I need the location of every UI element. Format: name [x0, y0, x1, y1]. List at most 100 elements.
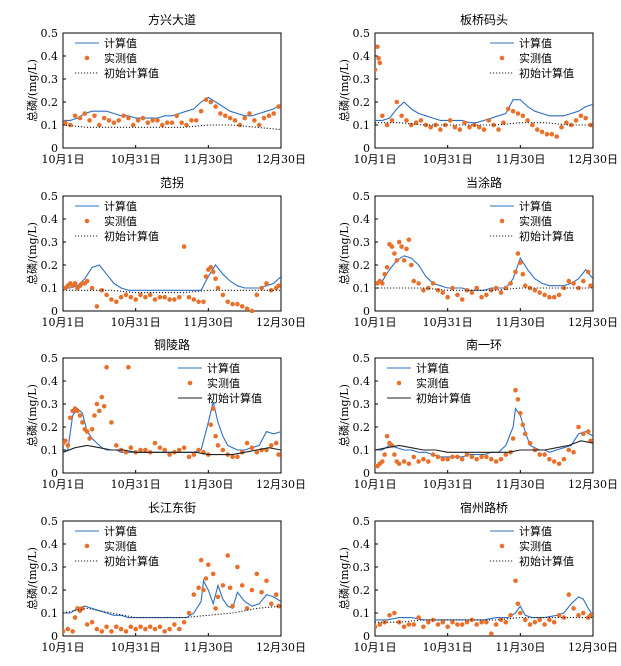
- initial-line: [63, 289, 281, 294]
- plot-frame: [374, 520, 594, 637]
- y-axis-label: 总磷/(mg/L): [337, 222, 351, 285]
- observed-point: [118, 294, 124, 300]
- observed-point: [551, 619, 557, 625]
- observed-point: [177, 294, 182, 300]
- observed-point: [220, 447, 226, 453]
- observed-point: [380, 459, 385, 464]
- observed-point: [508, 613, 513, 618]
- x-tick-label: 10月31日: [111, 478, 161, 491]
- observed-point: [450, 454, 455, 460]
- y-tick-label: 0.1: [41, 282, 59, 295]
- y-axis-label: 总磷/(mg/L): [25, 547, 39, 610]
- observed-point: [479, 454, 484, 460]
- observed-point: [549, 131, 555, 137]
- x-tick-label: 10月31日: [111, 641, 161, 654]
- observed-point: [476, 125, 482, 130]
- plot-area: [63, 364, 281, 460]
- observed-point: [542, 292, 547, 298]
- observed-point: [126, 364, 131, 370]
- legend-label: 实测值: [104, 539, 137, 553]
- observed-point: [65, 443, 71, 448]
- legend-label: 实测值: [207, 376, 240, 390]
- observed-point: [503, 619, 509, 625]
- computed-line: [63, 264, 281, 291]
- observed-point: [581, 610, 586, 616]
- observed-point: [498, 290, 504, 295]
- initial-line: [375, 122, 593, 126]
- observed-point: [123, 292, 129, 298]
- y-tick-label: 0.3: [353, 236, 371, 249]
- observed-point: [70, 629, 75, 634]
- observed-point: [266, 113, 272, 119]
- observed-point: [276, 104, 281, 109]
- observed-point: [157, 294, 163, 300]
- observed-point: [568, 122, 574, 128]
- observed-point: [481, 127, 487, 132]
- observed-point: [208, 99, 214, 105]
- observed-point: [162, 629, 167, 634]
- observed-point: [377, 60, 383, 66]
- y-tick-label: 0.1: [353, 444, 371, 457]
- y-tick-label: 0.3: [41, 73, 59, 86]
- x-tick-label: 10月31日: [423, 316, 473, 329]
- observed-point: [513, 269, 518, 275]
- observed-point: [147, 624, 153, 630]
- observed-point: [177, 626, 182, 632]
- observed-point: [513, 578, 518, 584]
- observed-point: [126, 115, 131, 121]
- observed-point: [556, 461, 562, 467]
- observed-point: [152, 626, 158, 632]
- y-tick-label: 0.1: [353, 119, 371, 132]
- observed-point: [230, 454, 235, 460]
- y-tick-label: 0.3: [353, 73, 371, 86]
- observed-point: [237, 122, 243, 128]
- observed-point: [532, 288, 538, 293]
- observed-point: [232, 118, 238, 123]
- observed-point: [445, 456, 451, 462]
- legend-label: 初始计算值: [104, 229, 159, 243]
- x-tick-label: 11月30日: [183, 316, 233, 329]
- observed-point: [223, 113, 228, 119]
- observed-point: [510, 436, 516, 441]
- observed-point: [430, 281, 436, 286]
- observed-point: [210, 269, 216, 275]
- observed-point: [474, 622, 480, 627]
- observed-point: [92, 413, 97, 418]
- observed-point: [401, 624, 407, 630]
- observed-point: [404, 246, 409, 252]
- observed-point: [273, 440, 279, 446]
- observed-point: [104, 292, 109, 298]
- observed-point: [435, 622, 441, 627]
- observed-point: [143, 626, 148, 632]
- observed-point: [106, 118, 112, 123]
- observed-point: [252, 118, 257, 123]
- y-tick-label: 0.4: [41, 50, 59, 63]
- x-tick-label: 10月1日: [354, 316, 397, 329]
- observed-point: [462, 120, 467, 125]
- observed-point: [464, 288, 470, 293]
- observed-point: [515, 251, 521, 256]
- y-tick-label: 0: [363, 305, 370, 318]
- observed-point: [542, 452, 547, 457]
- plot-frame: [62, 32, 282, 149]
- observed-point: [97, 408, 102, 414]
- observed-point: [445, 294, 451, 300]
- observed-point: [189, 118, 194, 123]
- observed-point: [376, 56, 381, 61]
- observed-point: [213, 606, 218, 611]
- legend-label: 计算值: [104, 199, 137, 213]
- observed-point: [269, 288, 274, 293]
- observed-point: [213, 276, 218, 282]
- observed-point: [464, 452, 470, 457]
- observed-point: [566, 447, 572, 453]
- computed-line: [375, 255, 593, 291]
- observed-point: [133, 626, 138, 632]
- observed-point: [269, 443, 274, 448]
- observed-point: [135, 118, 141, 123]
- observed-point: [254, 571, 260, 577]
- plot-frame: [62, 195, 282, 312]
- x-tick-label: 12月30日: [256, 478, 306, 491]
